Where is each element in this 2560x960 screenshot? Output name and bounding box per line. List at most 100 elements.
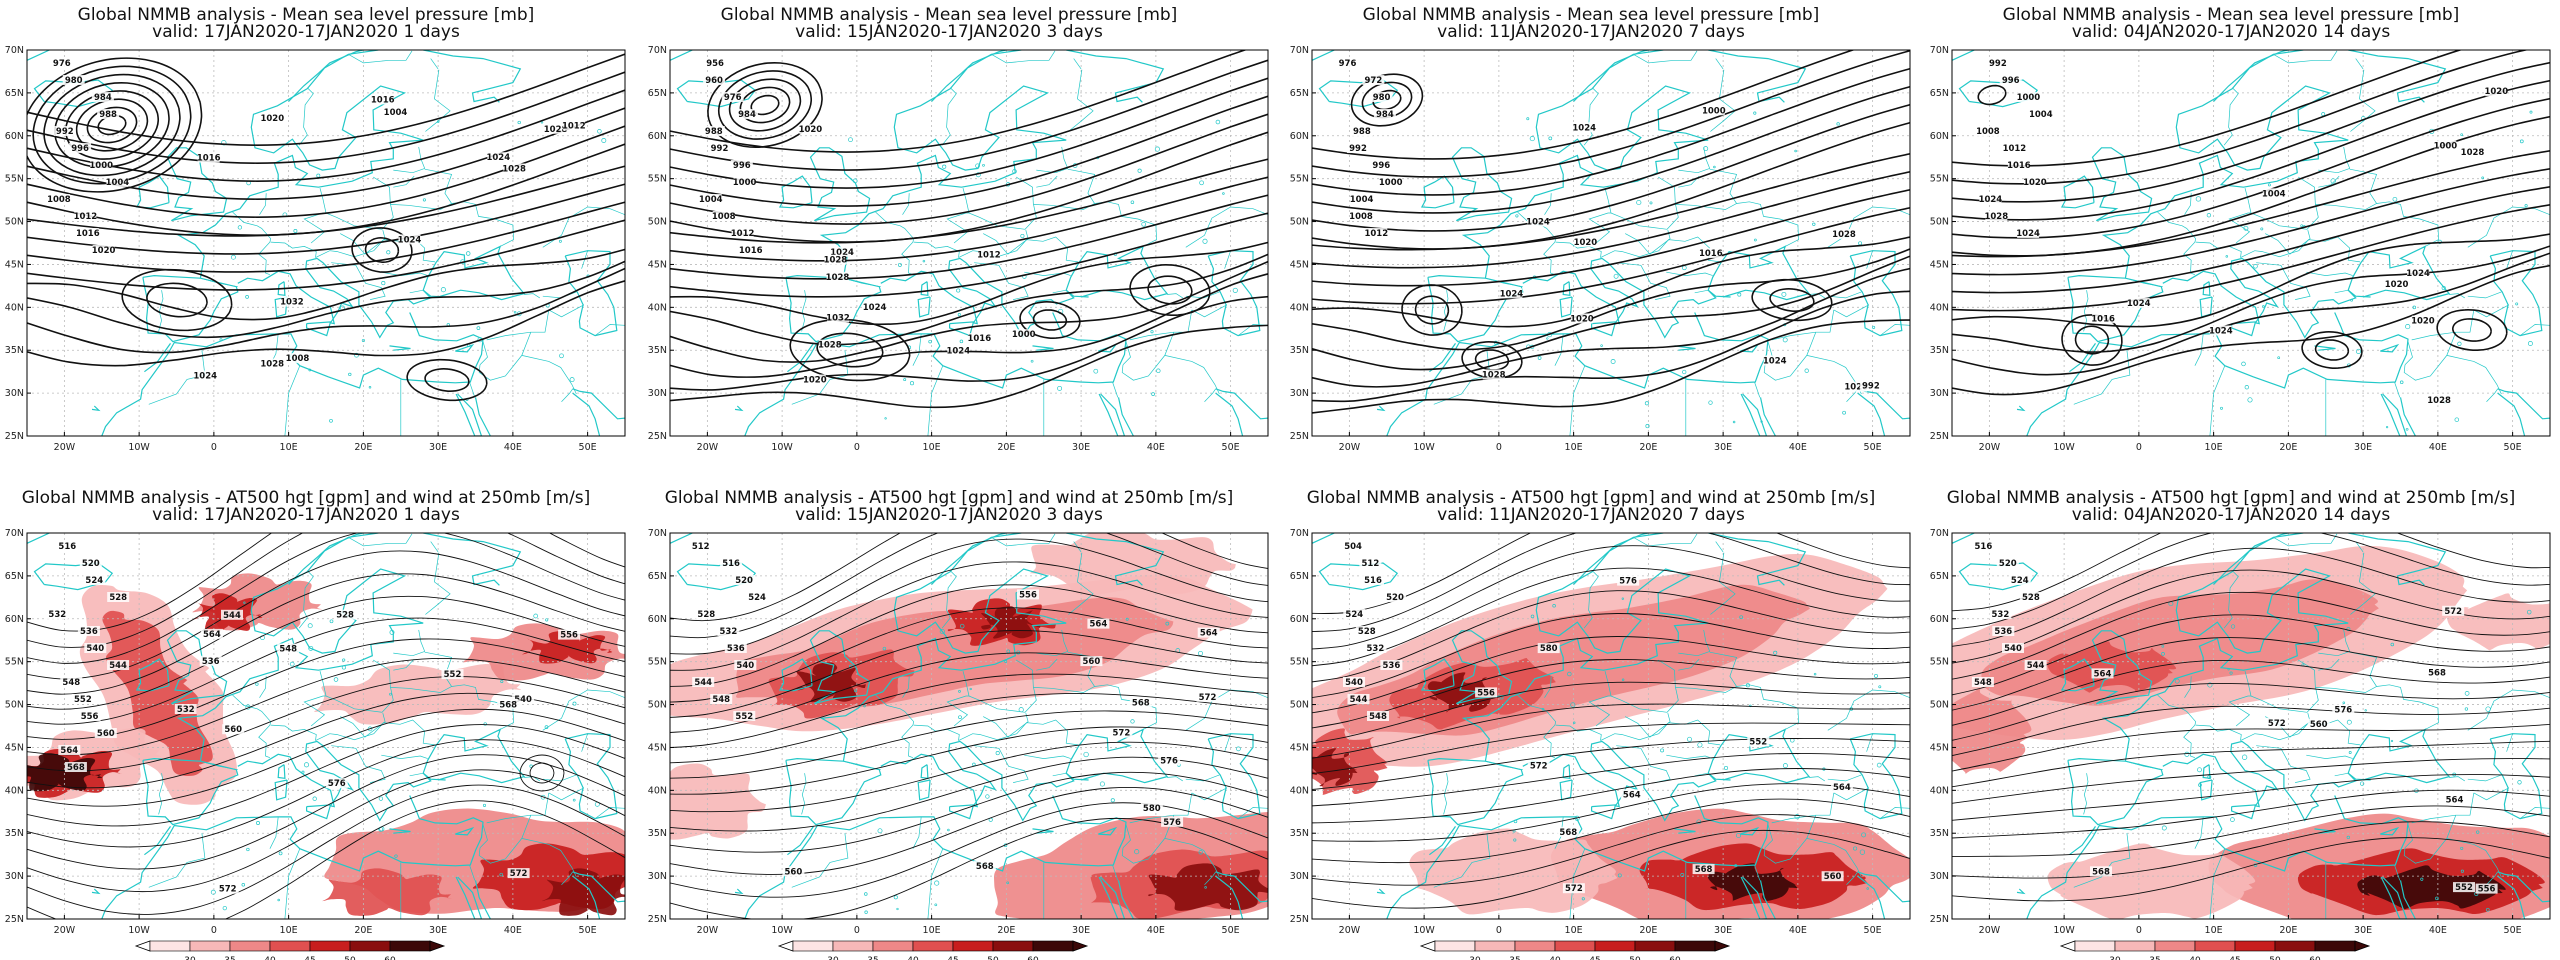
lon-tick-label: 20W [1979,442,2001,453]
country-border [2394,864,2401,881]
country-border [425,69,451,132]
country-border [1866,733,1873,752]
lake [2529,110,2533,114]
lake [1773,650,1778,655]
wind-shading [2047,641,2177,693]
svg-text:560: 560 [2310,720,2328,730]
lat-tick-label: 65N [5,88,24,99]
country-border [1694,289,1709,294]
contour-label: 1024 [1572,122,1596,133]
lat-tick-label: 45N [5,742,24,753]
lake [256,821,260,825]
wind-colorbar: 30 35 40 45 50 60 [2059,940,2371,960]
contour-line [717,70,813,140]
lake [1703,146,1709,152]
contour-label: 1004 [384,107,407,118]
lake [848,137,853,143]
svg-text:568: 568 [976,862,994,872]
lake [1782,763,1788,769]
coastline [135,658,170,692]
lake [2260,227,2264,231]
colorbar-tick-label: 50 [1629,956,1641,960]
svg-text:528: 528 [1358,627,1376,637]
coastline [237,245,526,339]
country-border [259,676,267,698]
lon-tick-label: 50E [579,442,597,453]
country-border [912,333,922,366]
lake [559,353,564,359]
country-border [2403,332,2457,381]
svg-text:576: 576 [2334,705,2352,715]
svg-text:992: 992 [711,144,729,154]
contour-line [1952,789,2550,839]
country-border [1678,658,1700,671]
contour-line [2301,331,2363,369]
contour-label: 560 [222,724,245,735]
coastline [949,804,975,820]
svg-text:1012: 1012 [562,122,586,132]
country-border [2355,58,2364,70]
contour-label: 1028 [1482,369,1506,380]
lat-tick-label: 70N [1930,45,1949,56]
lake [2267,183,2271,187]
country-border [1764,824,1773,849]
country-border [548,787,585,801]
contour-line [2314,339,2350,361]
country-border [148,350,206,405]
lake [533,613,539,619]
coastline [1207,250,1261,337]
map-frame [1311,49,1911,437]
coastline [2399,880,2417,919]
lake [1526,117,1530,121]
svg-text:1024: 1024 [2209,327,2233,337]
coastline [1215,871,1268,903]
contour-line [1312,738,1910,790]
lon-tick-label: 50E [2504,442,2522,453]
svg-text:544: 544 [109,661,127,671]
contour-line [1312,103,1910,232]
map-frame [1951,532,2551,920]
lake [2300,224,2304,228]
contour-label: 1008 [712,211,736,222]
lat-tick-label: 55N [648,657,667,668]
country-border [1827,774,1862,782]
country-border [284,365,301,436]
coastline [1215,388,1268,420]
contour-label: 516 [720,558,743,569]
lake [2390,642,2395,647]
lake [483,722,487,726]
contour-label: 548 [277,643,300,655]
contour-line [1977,84,2007,106]
contour-label: 1008 [1976,126,2000,137]
country-border [2125,760,2163,771]
lake [1202,238,1208,244]
contour-label: 1020 [1570,313,1594,324]
lat-tick-label: 30N [648,871,667,882]
lat-tick-label: 45N [1930,742,1949,753]
country-border [478,815,532,864]
coastline [422,772,446,781]
svg-text:512: 512 [692,542,710,552]
contour-label: 580 [1140,802,1163,814]
lake [2220,406,2223,410]
lake [386,250,391,255]
svg-text:1004: 1004 [2029,110,2053,120]
contour-label: 1016 [967,333,991,344]
country-border [1067,651,1096,687]
colorbar-tick-label: 60 [1669,956,1681,960]
contour-line [351,227,413,273]
contour-line [27,692,625,789]
svg-text:1028: 1028 [1844,383,1868,393]
svg-text:992: 992 [1349,144,1367,154]
svg-text:956: 956 [706,59,724,69]
contour-line [75,98,149,152]
lat-tick-label: 30N [5,871,24,882]
country-border [381,271,428,276]
svg-text:540: 540 [1345,678,1363,688]
lake [1621,597,1624,600]
coastline [1708,533,1807,586]
lat-tick-label: 60N [1930,614,1949,625]
lake [922,259,926,263]
contour-line [121,268,233,332]
lake [293,229,298,233]
